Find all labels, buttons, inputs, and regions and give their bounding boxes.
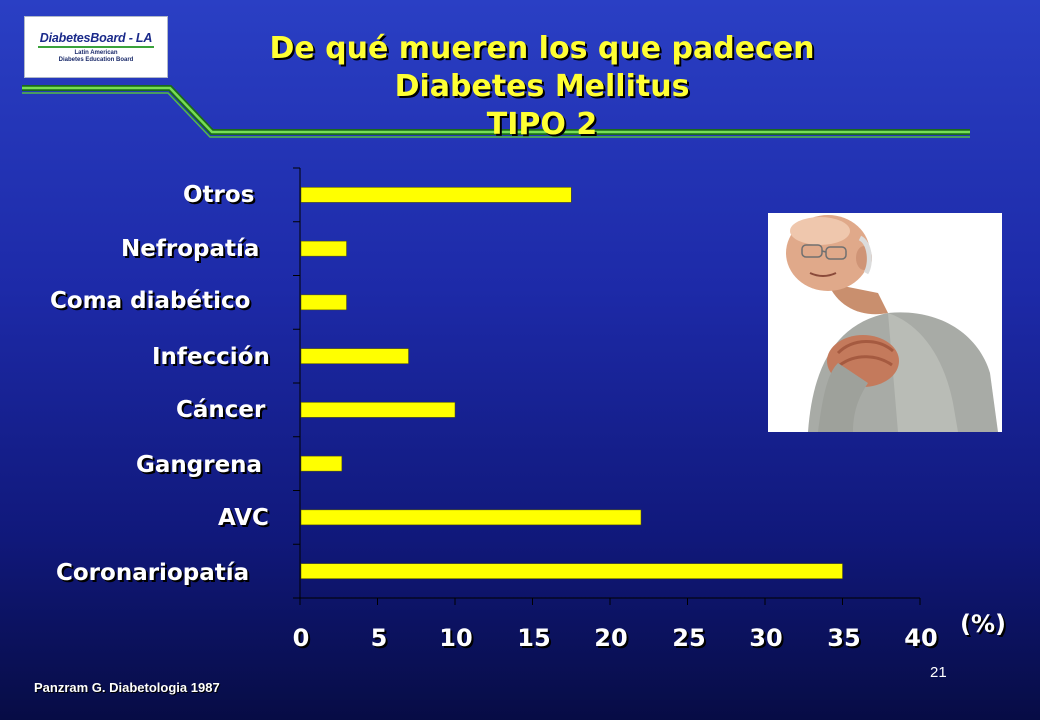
category-label-otros: Otros bbox=[183, 182, 255, 208]
bar-infeccion bbox=[300, 348, 409, 364]
bar-cancer bbox=[300, 402, 456, 418]
x-tick-label: 10 bbox=[439, 624, 473, 652]
page-number: 21 bbox=[930, 664, 947, 681]
bar-gangrena bbox=[300, 455, 343, 472]
title-line-3: TIPO 2 bbox=[486, 107, 598, 142]
x-tick-label: 30 bbox=[749, 624, 783, 652]
bar-coronariopatia bbox=[300, 563, 843, 579]
x-tick-label: 25 bbox=[672, 624, 706, 652]
category-label-infeccion: Infección bbox=[152, 344, 270, 370]
category-label-nefropatia: Nefropatía bbox=[121, 236, 260, 262]
category-label-gangrena: Gangrena bbox=[136, 452, 263, 478]
logo-subtitle-line1: Latin American bbox=[74, 49, 118, 56]
bar-nefropatia bbox=[300, 240, 347, 257]
category-label-cancer: Cáncer bbox=[176, 397, 266, 423]
decorative-line bbox=[22, 86, 970, 134]
bar-coma-diabetico bbox=[300, 294, 347, 311]
x-tick-label: 20 bbox=[594, 624, 628, 652]
logo-title: DiabetesBoard - LA bbox=[37, 31, 155, 48]
x-tick-label: 15 bbox=[517, 624, 551, 652]
chart-bars bbox=[300, 187, 843, 579]
man-chest-pain-photo bbox=[768, 213, 1002, 432]
logo-subtitle-line2: Diabetes Education Board bbox=[58, 56, 134, 63]
category-label-avc: AVC bbox=[218, 505, 269, 531]
bar-avc bbox=[300, 509, 642, 526]
title-line-2: Diabetes Mellitus bbox=[394, 69, 690, 104]
bar-otros bbox=[300, 187, 572, 203]
logo: DiabetesBoard - LA Latin American Diabet… bbox=[24, 16, 168, 78]
title-line-1: De qué mueren los que padecen bbox=[269, 31, 815, 66]
x-axis-unit-label: (%) bbox=[960, 610, 1006, 638]
man-chest-pain-illustration bbox=[768, 213, 1002, 432]
logo-subtitle: Latin American Diabetes Education Board bbox=[59, 50, 134, 64]
x-tick-label: 0 bbox=[292, 624, 310, 652]
source-citation: Panzram G. Diabetologia 1987 bbox=[34, 680, 220, 695]
chart-axes bbox=[293, 167, 921, 605]
x-tick-label: 5 bbox=[370, 624, 388, 652]
category-label-coma-diabetico: Coma diabético bbox=[50, 288, 251, 314]
decorative-line-2 bbox=[22, 92, 970, 138]
slide-title: De qué mueren los que padecen Diabetes M… bbox=[142, 30, 942, 144]
x-tick-label: 35 bbox=[827, 624, 861, 652]
x-tick-label: 40 bbox=[904, 624, 938, 652]
category-label-coronariopatia: Coronariopatía bbox=[56, 560, 250, 586]
